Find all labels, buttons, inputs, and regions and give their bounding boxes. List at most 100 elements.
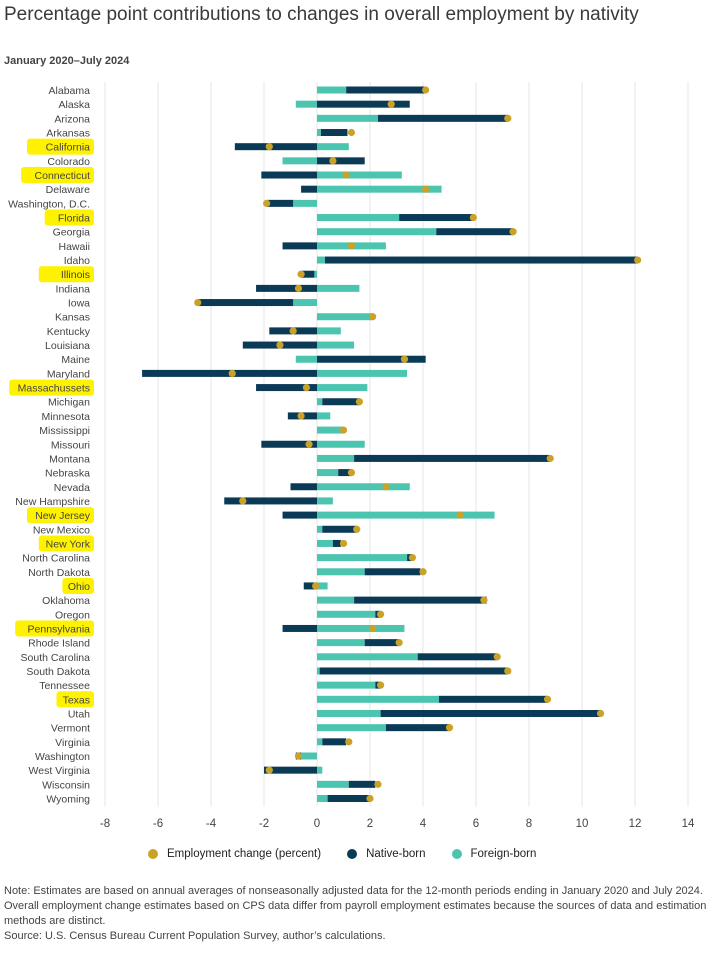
dot-employment-change [422, 185, 430, 193]
legend-item-native: Native-born [347, 848, 426, 860]
legend-dot-foreign [451, 849, 462, 859]
dot-employment-change [345, 738, 353, 746]
dot-employment-change [366, 794, 374, 803]
label-highlight [38, 535, 94, 552]
bar-native-born [282, 242, 317, 250]
state-label: Iowa [68, 298, 90, 310]
state-label: New Jersey [35, 510, 91, 522]
bar-native-born [301, 185, 317, 193]
x-tick-label: -6 [153, 818, 163, 830]
source-text: Source: U.S. Census Bureau Current Popul… [4, 930, 386, 942]
bar-foreign-born [295, 355, 317, 363]
bar-native-born [320, 129, 348, 137]
bar-native-born [317, 100, 410, 108]
bar-foreign-born [317, 313, 373, 321]
bar-foreign-born [314, 270, 317, 278]
dot-employment-change [339, 539, 348, 548]
bar-foreign-born [317, 327, 341, 335]
bar-foreign-born [317, 582, 328, 590]
dot-employment-change [347, 468, 356, 477]
bar-native-born [290, 483, 317, 491]
label-highlight [15, 620, 95, 637]
bar-native-born [436, 228, 514, 236]
dot-employment-change [456, 511, 464, 519]
dot-employment-change [297, 412, 305, 420]
dot-employment-change [302, 383, 310, 392]
state-label: Louisiana [45, 340, 90, 352]
dot-employment-change [504, 667, 512, 675]
bar-foreign-born [317, 454, 355, 462]
state-label: South Carolina [21, 652, 91, 664]
bar-native-born [364, 639, 400, 647]
bar-native-born [319, 667, 508, 675]
bar-foreign-born [317, 653, 418, 661]
label-highlight [9, 379, 94, 396]
legend-label-native: Native-born [366, 848, 426, 860]
state-label: Kentucky [47, 326, 91, 338]
label-highlight [38, 266, 94, 283]
state-label: North Carolina [22, 553, 90, 565]
bar-foreign-born [317, 412, 331, 420]
dot-employment-change [387, 100, 395, 108]
dot-employment-change [419, 568, 427, 576]
dot-employment-change [634, 256, 642, 264]
bar-native-born [261, 440, 317, 448]
bar-foreign-born [317, 469, 339, 477]
state-label: Massachussets [18, 383, 90, 395]
dot-employment-change [369, 313, 377, 321]
x-tick-label: 14 [682, 818, 695, 830]
dot-employment-change [312, 582, 320, 590]
state-label: Mississippi [39, 425, 90, 437]
state-label: Ohio [68, 581, 90, 593]
bar-foreign-born [317, 384, 368, 392]
bar-foreign-born [295, 100, 317, 108]
dot-employment-change [228, 369, 236, 377]
legend-dot-native [347, 849, 358, 859]
dot-employment-change [493, 653, 501, 661]
chart-notes: Note: Estimates are based on annual aver… [4, 884, 709, 944]
state-label: Texas [63, 694, 90, 706]
bar-foreign-born [293, 299, 317, 307]
label-highlight [56, 691, 94, 708]
bar-foreign-born [317, 185, 442, 193]
state-label: Michigan [48, 397, 90, 409]
bar-foreign-born [317, 426, 344, 434]
dot-employment-change [546, 454, 554, 463]
dot-employment-change [305, 440, 313, 448]
bar-foreign-born [317, 256, 325, 264]
dot-employment-change [377, 681, 385, 689]
state-label: Oregon [55, 609, 90, 621]
bar-native-born [324, 256, 638, 264]
bar-foreign-born [317, 114, 378, 122]
bar-foreign-born [317, 511, 495, 519]
dot-employment-change [289, 327, 297, 335]
bar-native-born [380, 709, 601, 717]
bar-native-born [303, 582, 317, 590]
legend-item-foreign: Foreign-born [451, 848, 536, 860]
state-label: Florida [58, 213, 90, 225]
bar-native-born [322, 398, 360, 406]
state-label: Indiana [56, 283, 91, 295]
bar-foreign-born [317, 766, 323, 774]
state-label: New Mexico [33, 524, 90, 536]
bar-foreign-born [317, 171, 402, 179]
state-label: Wisconsin [42, 779, 90, 791]
bar-native-born [354, 454, 551, 462]
bar-native-born [417, 653, 498, 661]
state-label: Nevada [54, 482, 90, 494]
x-tick-label: -4 [206, 818, 217, 830]
state-label: Arizona [54, 113, 90, 125]
dot-employment-change [445, 724, 454, 732]
bar-foreign-born [317, 568, 365, 576]
state-label: Pennsylvania [28, 623, 91, 635]
state-label: Illinois [61, 269, 90, 281]
bar-foreign-born [317, 86, 347, 94]
bar-foreign-born [317, 610, 376, 618]
state-label: Tennessee [39, 680, 90, 692]
dot-employment-change [265, 766, 273, 774]
state-label: Washington [35, 751, 90, 763]
dot-employment-change [596, 709, 605, 718]
state-label: California [46, 142, 91, 154]
dot-employment-change [297, 270, 305, 278]
dot-employment-change [265, 143, 273, 151]
